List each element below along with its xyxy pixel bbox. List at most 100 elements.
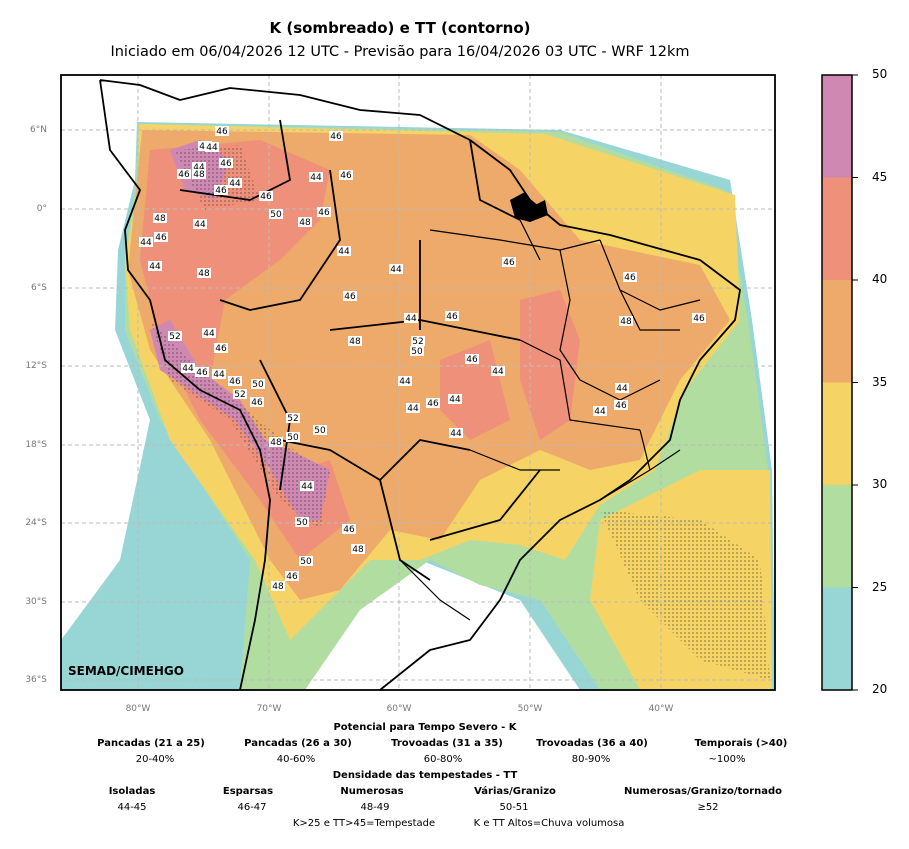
tt-label-bg (449, 428, 463, 438)
colorbar-tick: 40 (872, 272, 888, 286)
tt-contour-label: 46 (615, 401, 627, 411)
tt-legend-value: 44-45 (117, 802, 147, 813)
tt-label-bg (619, 316, 633, 326)
tt-label-bg (300, 481, 314, 491)
k-legend-item: Pancadas (21 a 25) (97, 738, 205, 749)
colorbar-tick: 25 (872, 580, 888, 594)
tt-contour-label: 46 (693, 314, 705, 324)
tt-label-bg (202, 328, 216, 338)
legend-footnote: K>25 e TT>45=Tempestade (292, 818, 436, 829)
tt-label-bg (154, 232, 168, 242)
tt-contour-label: 44 (182, 364, 194, 374)
tt-contour-label: 44 (450, 429, 462, 439)
tt-label-bg (148, 261, 162, 271)
tt-label-bg (406, 403, 420, 413)
tt-contour-label: 52 (234, 390, 245, 400)
tt-contour-label: 44 (140, 238, 152, 248)
south-america-coastline (99, 79, 741, 690)
tt-label-bg (193, 219, 207, 229)
tt-label-bg (219, 158, 233, 168)
tt-contour-label: 48 (270, 438, 282, 448)
tt-contour-label: 48 (154, 214, 166, 224)
k-legend-item: Trovoadas (31 a 35) (391, 738, 503, 749)
tt-legend-title: Densidade das tempestades - TT (332, 770, 518, 781)
tt-contour-label: 46 (260, 192, 272, 202)
tt-contour-label: 46 (215, 186, 227, 196)
tt-contour-label: 50 (300, 557, 312, 567)
tt-legend-value: 50-51 (499, 802, 529, 813)
lat-label: 6°S (31, 283, 47, 293)
tt-label-bg (168, 331, 182, 341)
legend-footnote: K e TT Altos=Chuva volumosa (473, 818, 625, 829)
tt-label-bg (465, 354, 479, 364)
colorbar-segment (822, 280, 852, 383)
tt-label-bg (250, 397, 264, 407)
tt-label-bg (286, 413, 300, 423)
tt-label-bg (214, 343, 228, 353)
tt-contour-label: 48 (620, 317, 632, 327)
tt-contour-label: 44 (229, 179, 241, 189)
colorbar-tick: 20 (872, 682, 888, 696)
tt-contour-label: 44 (194, 220, 206, 230)
tt-label-bg (313, 425, 327, 435)
tt-label-bg (233, 389, 247, 399)
k-legend-value: ~100% (708, 754, 746, 765)
lon-label: 70°W (256, 704, 282, 714)
tt-contour-label: 44 (206, 143, 218, 153)
k-band-40-45 (140, 140, 580, 560)
tt-contour-label: 46 (196, 368, 208, 378)
tt-contour-label: 44 (616, 384, 628, 394)
tt-contour-label: 48 (193, 170, 205, 180)
tt-contour-label: 48 (299, 218, 311, 228)
tt-legend-item: Isoladas (108, 786, 156, 797)
tt-contour-label: 44 (492, 367, 504, 377)
lon-label: 40°W (648, 704, 674, 714)
tt-label-bg (623, 272, 637, 282)
tt-legend-value: ≥52 (697, 802, 719, 813)
tt-label-bg (295, 517, 309, 527)
tt-legend-item: Várias/Granizo (474, 786, 556, 797)
colorbar-tick: 35 (872, 375, 888, 389)
tt-legend-value: 48-49 (360, 802, 390, 813)
lon-label: 80°W (125, 704, 151, 714)
k-legend-item: Trovoadas (36 a 40) (536, 738, 648, 749)
tt-contour-label: 52 (287, 414, 298, 424)
lat-label: 24°S (25, 518, 47, 528)
colorbar-tick: 30 (872, 477, 888, 491)
lat-label: 6°N (30, 125, 47, 135)
amazon-delta (510, 192, 548, 222)
tt-contour-label: 44 (338, 247, 350, 257)
tt-contour-label: 46 (624, 273, 636, 283)
tt-contour-label: 46 (344, 292, 356, 302)
tt-label-bg (411, 336, 425, 346)
tt-label-bg (692, 313, 706, 323)
tt-contour-label: 44 (213, 370, 225, 380)
tt-label-bg (614, 400, 628, 410)
colorbar-segment (822, 75, 852, 178)
tt-contour-label: 46 (446, 312, 458, 322)
map-subtitle: Iniciado em 06/04/2026 12 UTC - Previsão… (110, 44, 690, 60)
lat-label: 0° (36, 204, 47, 214)
tt-label-bg (285, 571, 299, 581)
tt-label-bg (502, 257, 516, 267)
credit-label: SEMAD/CIMEHGO (68, 664, 184, 678)
tt-contour-label: 44 (399, 377, 411, 387)
colorbar-tick: 50 (872, 67, 888, 81)
tt-label-bg (351, 544, 365, 554)
tt-label-bg (269, 437, 283, 447)
tt-label-bg (491, 366, 505, 376)
tt-contour-label: 50 (270, 210, 282, 220)
tt-contour-label: 46 (155, 233, 167, 243)
tt-label-bg (448, 394, 462, 404)
tt-contour-label: 44 (203, 329, 215, 339)
tt-contour-label: 48 (272, 582, 284, 592)
tt-contour-label: 48 (349, 337, 361, 347)
tt-label-bg (212, 369, 226, 379)
tt-contour-label: 46 (215, 344, 227, 354)
tt-contour-label: 46 (343, 525, 355, 535)
tt-contour-label: 46 (318, 208, 330, 218)
tt-label-bg (615, 383, 629, 393)
k-legend-value: 40-60% (276, 754, 316, 765)
colorbar (822, 75, 852, 690)
